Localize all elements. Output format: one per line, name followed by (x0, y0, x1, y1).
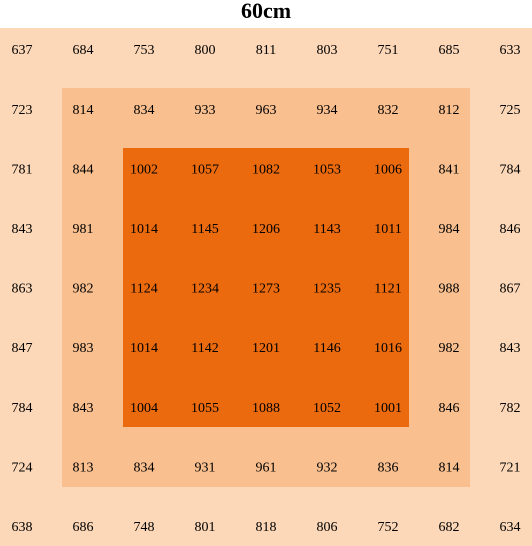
cell-value: 814 (439, 460, 460, 475)
cell-value: 685 (439, 43, 460, 58)
cell-value: 1016 (374, 341, 402, 356)
cell-value: 843 (500, 341, 521, 356)
cell-value: 1142 (191, 341, 218, 356)
cell-value: 1055 (191, 401, 219, 416)
cell-value: 1002 (130, 162, 158, 177)
cell-value: 806 (317, 520, 338, 535)
cell-value: 843 (73, 401, 94, 416)
cell-value: 841 (439, 162, 460, 177)
cell-value: 934 (317, 103, 338, 118)
cell-value: 988 (439, 282, 460, 297)
cell-value: 1145 (191, 222, 218, 237)
cell-value: 724 (12, 460, 33, 475)
cell-value: 1206 (252, 222, 280, 237)
cell-value: 748 (134, 520, 155, 535)
cell-value: 813 (73, 460, 94, 475)
cell-value: 1006 (374, 162, 402, 177)
cell-value: 725 (500, 103, 521, 118)
cell-value: 867 (500, 282, 521, 297)
cell-value: 846 (500, 222, 521, 237)
cell-value: 753 (134, 43, 155, 58)
cell-value: 638 (12, 520, 33, 535)
cell-value: 721 (500, 460, 521, 475)
cell-value: 682 (439, 520, 460, 535)
cell-value: 781 (12, 162, 33, 177)
cell-value: 982 (73, 282, 94, 297)
cell-value: 803 (317, 43, 338, 58)
cell-value: 1143 (313, 222, 340, 237)
cell-value: 832 (378, 103, 399, 118)
cell-value: 637 (12, 43, 33, 58)
cell-value: 801 (195, 520, 216, 535)
cell-value: 963 (256, 103, 277, 118)
cell-value: 982 (439, 341, 460, 356)
cell-value: 784 (500, 162, 521, 177)
title: 60cm (241, 0, 291, 23)
cell-value: 1088 (252, 401, 280, 416)
cell-value: 818 (256, 520, 277, 535)
cell-value: 1014 (130, 341, 158, 356)
cell-value: 814 (73, 103, 94, 118)
cell-value: 931 (195, 460, 216, 475)
cell-value: 846 (439, 401, 460, 416)
cell-value: 1121 (374, 282, 401, 297)
cell-value: 1001 (374, 401, 402, 416)
cell-value: 752 (378, 520, 399, 535)
cell-value: 1273 (252, 282, 280, 297)
cell-value: 1124 (130, 282, 157, 297)
cell-value: 811 (256, 43, 276, 58)
cell-value: 834 (134, 460, 155, 475)
cell-value: 1004 (130, 401, 158, 416)
cell-value: 1235 (313, 282, 341, 297)
cell-value: 751 (378, 43, 399, 58)
cell-value: 1053 (313, 162, 341, 177)
cell-value: 1011 (374, 222, 401, 237)
cell-value: 1201 (252, 341, 280, 356)
cell-value: 782 (500, 401, 521, 416)
cell-value: 1146 (313, 341, 340, 356)
cell-value: 981 (73, 222, 94, 237)
cell-value: 932 (317, 460, 338, 475)
cell-value: 812 (439, 103, 460, 118)
cell-value: 723 (12, 103, 33, 118)
cell-value: 686 (73, 520, 94, 535)
cell-value: 1014 (130, 222, 158, 237)
cell-value: 984 (439, 222, 460, 237)
cell-value: 784 (12, 401, 33, 416)
cell-value: 1234 (191, 282, 219, 297)
cell-value: 933 (195, 103, 216, 118)
cell-value: 961 (256, 460, 277, 475)
cell-value: 634 (500, 520, 521, 535)
cell-value: 1082 (252, 162, 280, 177)
cell-value: 1052 (313, 401, 341, 416)
cell-value: 863 (12, 282, 33, 297)
cell-value: 983 (73, 341, 94, 356)
cell-value: 847 (12, 341, 33, 356)
cell-value: 1057 (191, 162, 219, 177)
cell-value: 800 (195, 43, 216, 58)
cell-value: 844 (73, 162, 94, 177)
cell-value: 834 (134, 103, 155, 118)
inner-zone (123, 148, 409, 427)
cell-value: 843 (12, 222, 33, 237)
cell-value: 633 (500, 43, 521, 58)
cell-value: 684 (73, 43, 94, 58)
cell-value: 836 (378, 460, 399, 475)
